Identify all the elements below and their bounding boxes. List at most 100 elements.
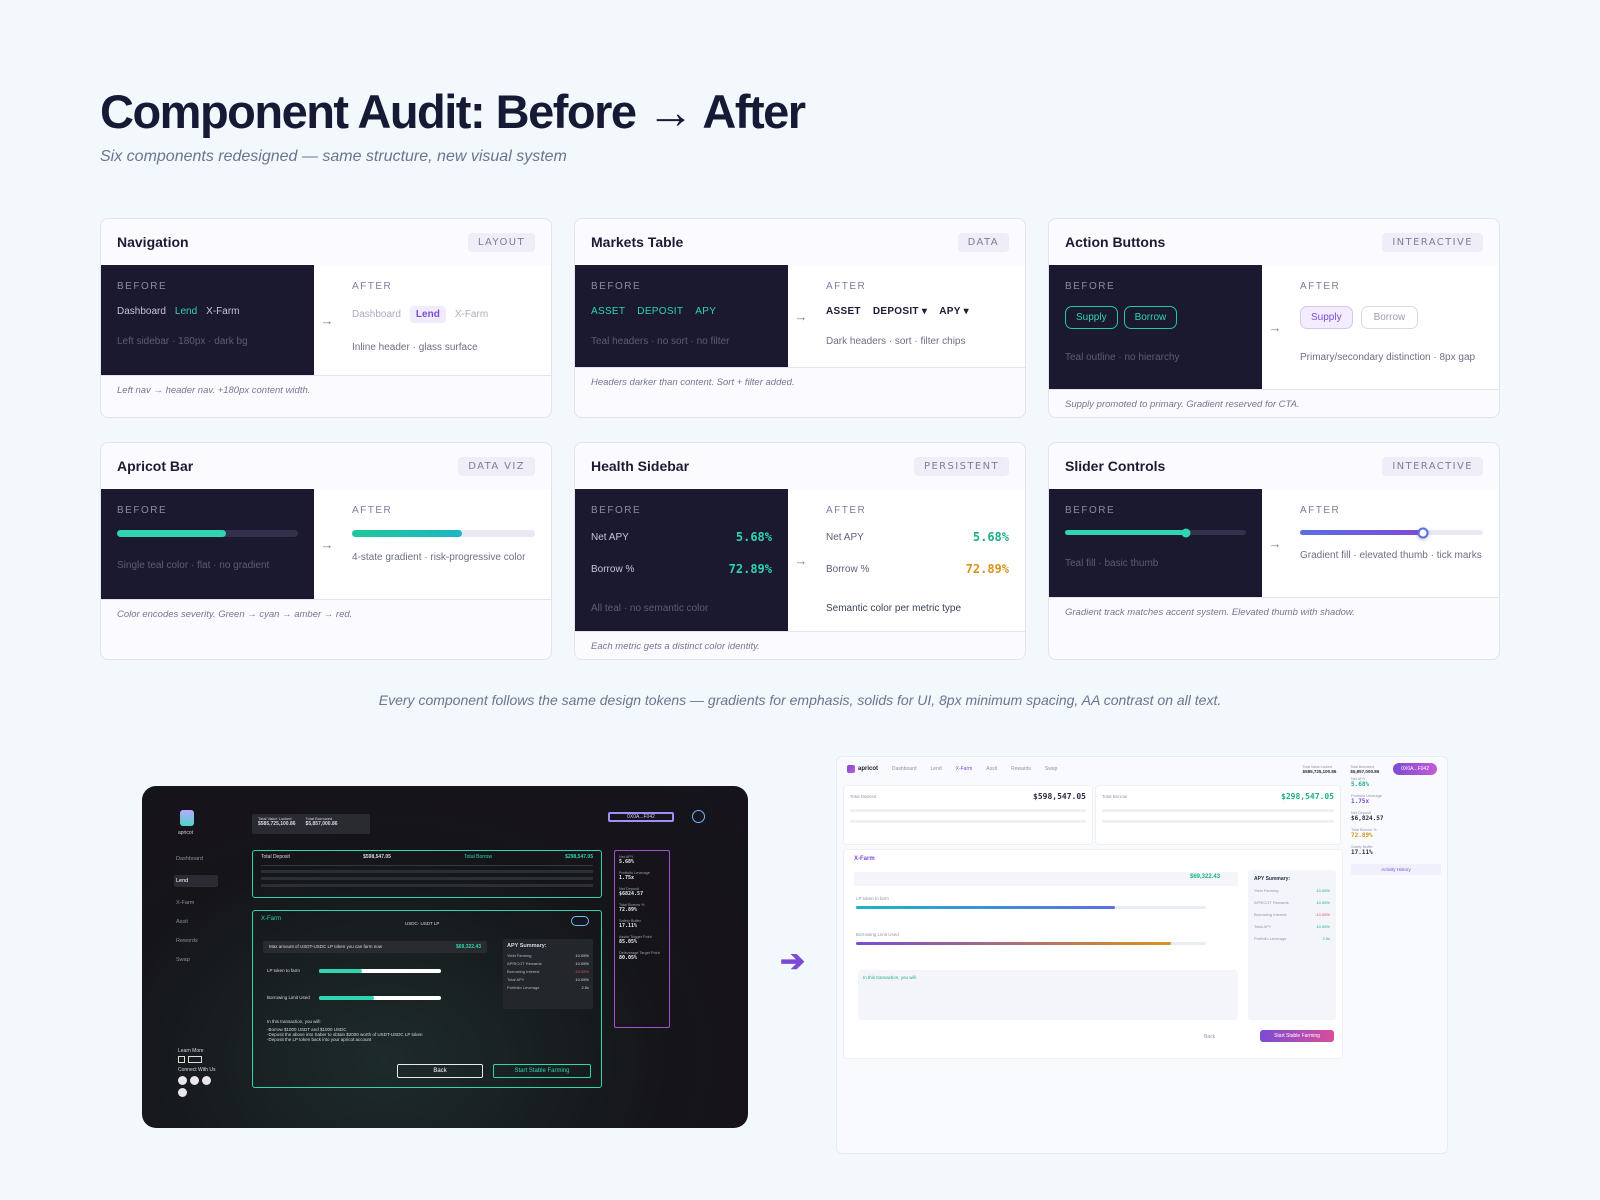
docs-icon[interactable]: [188, 1056, 202, 1063]
medium-icon[interactable]: [190, 1076, 199, 1085]
txn-line: -Borrow $1000 USDT and $1000 USDC: [267, 1027, 347, 1032]
borrow-slider[interactable]: [319, 996, 441, 1000]
metric-label: Safety Buffer: [1351, 845, 1373, 849]
before-screenshot: apricot Dashboard Lend X-Farm Assit Rewo…: [142, 786, 748, 1128]
after-screenshot: apricot Dashboard Lend X-Farm Assit Rewa…: [836, 756, 1448, 1154]
nav-item-rewards[interactable]: Rewards: [1011, 766, 1031, 772]
card-title: Slider Controls: [1065, 458, 1166, 474]
nav-item-xfarm: X-Farm: [206, 306, 240, 317]
activity-history-button[interactable]: Activity History: [1351, 864, 1441, 875]
card-footer: Gradient track matches accent system. El…: [1049, 597, 1499, 627]
health-metric: Assist Trigger Point 85.05%: [619, 935, 665, 945]
apricot-logo-icon: [180, 810, 194, 826]
slider-track[interactable]: [1065, 528, 1246, 537]
transaction-summary: In this transaction, you will: -Borrow $…: [267, 1019, 423, 1042]
xfarm-title: X-Farm: [261, 916, 281, 922]
start-farming-button[interactable]: Start Stable Farming: [493, 1064, 591, 1078]
summary-value: 10.05%: [1316, 900, 1330, 905]
metric-value: 5.68%: [1351, 781, 1370, 788]
summary-label: Borrowing Interest: [1254, 912, 1287, 917]
metric-label: Safety Buffer: [619, 919, 641, 923]
lp-slider[interactable]: [319, 969, 441, 973]
nav-item-dashboard[interactable]: Dashboard: [892, 766, 917, 772]
lp-slider-fill: [319, 969, 362, 973]
metric-label: Portfolio Leverage: [619, 871, 650, 875]
total-deposit-value: $598,547.05: [363, 854, 391, 860]
network-icon[interactable]: [692, 810, 705, 823]
lp-slider[interactable]: [856, 906, 1206, 909]
before-label: BEFORE: [591, 505, 642, 516]
summary-value: 2.5x: [581, 985, 589, 990]
home-icon[interactable]: [178, 1056, 185, 1063]
supply-button[interactable]: Supply: [1300, 306, 1353, 329]
summary-row: Yield Farming 10.05%: [507, 953, 589, 958]
sidebar-item-swap[interactable]: Swap: [176, 957, 190, 963]
metric-value: 1.75x: [1351, 798, 1370, 805]
apy-summary-title: APY Summary:: [1254, 876, 1291, 882]
wallet-address-button[interactable]: 0X0A...F042: [1393, 763, 1437, 775]
total-borrow-value: $298,547.05: [1281, 792, 1334, 801]
stats-box: Total Value Locked $585,725,100.86 Total…: [252, 814, 370, 834]
nav-item-lend: Lend: [174, 306, 198, 317]
borrow-button[interactable]: Borrow: [1360, 306, 1419, 329]
summary-label: Total APY: [507, 977, 525, 982]
card-footer: Color encodes severity. Green → cyan → a…: [101, 599, 551, 629]
metric-value: $6,824.57: [1351, 815, 1384, 822]
total-borrow-label: Total Borrow: [1102, 794, 1128, 799]
card-title: Action Buttons: [1065, 234, 1166, 250]
metric-value: 72.89%: [619, 907, 638, 913]
borrow-limit-label: Borrowing Limit Used: [856, 932, 899, 937]
nav-item-swap[interactable]: Swap: [1044, 766, 1058, 772]
slider-thumb[interactable]: [1181, 528, 1191, 537]
summary-row: Total APY 10.05%: [507, 977, 589, 982]
card-footer: Left nav → header nav. +180px content wi…: [101, 375, 551, 405]
supply-button[interactable]: Supply: [1065, 306, 1118, 329]
markets-table: Total Deposit $598,547.05 Total Borrow $…: [252, 850, 602, 898]
sidebar-item-dashboard[interactable]: Dashboard: [176, 856, 203, 862]
after-note: Dark headers · sort · filter chips: [826, 336, 966, 347]
txn-title: In this transaction, you will:: [863, 975, 917, 980]
lp-label: LP token to farm: [267, 968, 300, 973]
sidebar-item-rewards[interactable]: Rewords: [176, 938, 198, 944]
metric-value: $6824.57: [619, 891, 644, 897]
borrow-button[interactable]: Borrow: [1123, 306, 1178, 329]
table-header-asset: ASSET: [826, 306, 861, 317]
table-header-deposit[interactable]: DEPOSIT ▾: [872, 306, 928, 317]
nav-item-xfarm[interactable]: X-Farm: [955, 766, 973, 772]
back-button[interactable]: Back: [1204, 1034, 1216, 1040]
summary-row: Portfolio Leverage 2.5x: [1254, 936, 1330, 941]
nav-item-lend[interactable]: Lend: [930, 766, 942, 772]
slider-track[interactable]: [1300, 527, 1483, 538]
start-farming-button[interactable]: Start Stable Farming: [1260, 1030, 1334, 1042]
logo-text: apricot: [858, 766, 879, 772]
summary-label: Borrowing Interest: [507, 969, 540, 974]
metric-value: 5.68%: [972, 530, 1009, 544]
before-label: BEFORE: [117, 281, 168, 292]
telegram-icon[interactable]: [178, 1088, 187, 1097]
wallet-address-button[interactable]: 0X0A...F042: [608, 812, 674, 822]
health-metric: Portfolio Leverage 1.75x: [1351, 794, 1441, 805]
nav-item-assit[interactable]: Assit: [986, 766, 998, 772]
apy-summary-rows: Yield Farming 10.05% APRICOT Rewards 10.05%…: [507, 953, 589, 990]
connect-label: Connect With Us: [178, 1067, 216, 1073]
table-header-apy[interactable]: APY ▾: [939, 306, 969, 317]
sidebar-item-lend[interactable]: Lend: [174, 875, 218, 887]
back-button[interactable]: Back: [397, 1064, 483, 1078]
summary-label: Total APY: [1254, 924, 1272, 929]
card-title: Apricot Bar: [117, 458, 194, 474]
borrow-slider[interactable]: [856, 942, 1206, 945]
pair-toggle[interactable]: [571, 916, 589, 926]
metric-value: 72.89%: [1351, 832, 1373, 839]
sidebar-item-xfarm[interactable]: X-Farm: [176, 900, 195, 906]
discord-icon[interactable]: [202, 1076, 211, 1085]
slider-thumb[interactable]: [1417, 527, 1429, 538]
slider-fill: [1065, 530, 1187, 535]
twitter-icon[interactable]: [178, 1076, 187, 1085]
after-label: AFTER: [352, 281, 393, 292]
apy-summary-rows: Yield Farming 10.05% APRICOT Rewards 10.05%…: [1254, 888, 1330, 941]
health-metric: Portfolio Leverage 1.75x: [619, 871, 665, 881]
summary-row: APRICOT Rewards 10.05%: [507, 961, 589, 966]
apricot-bar: [117, 530, 298, 537]
sidebar-item-assit[interactable]: Assit: [176, 919, 188, 925]
txn-line: -Deposit the LP token back into your apr…: [267, 1037, 372, 1042]
